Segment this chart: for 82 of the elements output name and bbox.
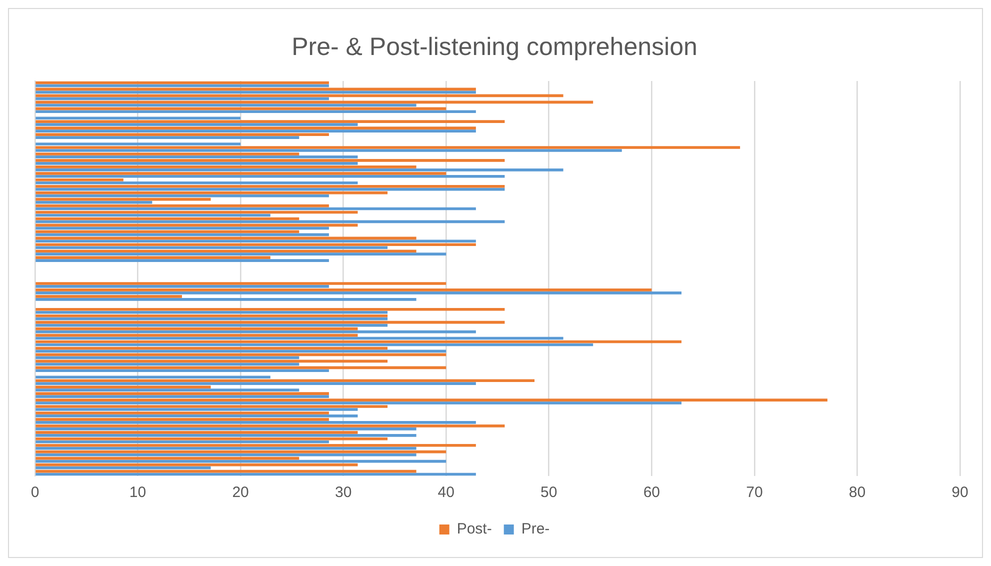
bar [36, 402, 682, 404]
bar [36, 236, 416, 240]
bar [36, 379, 534, 382]
x-tick-label: 60 [643, 484, 660, 502]
bar [36, 440, 329, 444]
bar [36, 314, 388, 318]
bar [36, 382, 476, 386]
bar [36, 149, 622, 152]
bar [36, 184, 505, 188]
x-tick-label: 10 [129, 484, 146, 502]
bar [36, 431, 358, 434]
bar [36, 450, 446, 454]
bar [36, 418, 329, 421]
bar [36, 414, 358, 418]
bar [36, 295, 182, 298]
bar [36, 308, 505, 311]
bar [36, 434, 416, 437]
bar [36, 107, 446, 110]
bar [36, 256, 270, 259]
bar [36, 310, 388, 314]
x-tick-label: 20 [232, 484, 249, 502]
legend-label: Pre- [521, 520, 550, 538]
bar [36, 246, 388, 250]
bar [36, 243, 476, 246]
bar [36, 172, 446, 175]
x-tick-label: 40 [438, 484, 454, 502]
bar [36, 250, 416, 253]
bar [36, 259, 329, 262]
bar [36, 142, 241, 146]
bar [36, 136, 300, 139]
bar [36, 428, 416, 430]
bar [36, 288, 652, 292]
x-tick-label: 70 [746, 484, 763, 502]
bar [36, 130, 476, 132]
x-tick-label: 90 [952, 484, 968, 502]
bar [36, 444, 476, 447]
bar [36, 412, 329, 414]
bar [36, 408, 358, 411]
bar [36, 240, 476, 243]
x-tick-label: 80 [848, 484, 866, 502]
bar [36, 120, 505, 124]
bar [36, 386, 211, 389]
bar [36, 162, 358, 165]
bar [36, 166, 416, 168]
bar [36, 392, 329, 395]
bar [36, 116, 241, 120]
bar [36, 376, 270, 379]
bar [36, 405, 388, 408]
bar [36, 282, 446, 285]
x-tick-label: 50 [540, 484, 558, 502]
x-tick-label: 30 [334, 484, 352, 502]
x-tick-label: 0 [30, 484, 40, 502]
chart-title: Pre- & Post-listening comprehension [292, 32, 698, 61]
bar [36, 159, 505, 162]
bar [36, 320, 505, 324]
bar [36, 110, 476, 114]
bar [36, 398, 828, 402]
legend-label: Post- [456, 520, 492, 538]
bar [36, 104, 416, 107]
bar [36, 123, 358, 126]
bar [36, 446, 416, 450]
bar [36, 156, 358, 158]
bar [36, 181, 358, 184]
bar [36, 424, 505, 428]
bar [36, 126, 476, 130]
bar [36, 168, 564, 172]
bar [36, 369, 329, 372]
bar [36, 292, 682, 294]
bar [36, 152, 300, 156]
bar [36, 298, 416, 301]
bar [36, 146, 740, 149]
bar [36, 133, 329, 136]
bar [36, 252, 446, 256]
bar [36, 421, 476, 424]
bar [36, 437, 388, 440]
bar [36, 233, 329, 236]
bar [36, 285, 329, 288]
bar [36, 317, 388, 320]
bar [36, 388, 300, 392]
bar [36, 174, 505, 178]
bar [36, 178, 124, 182]
bar [36, 395, 329, 398]
